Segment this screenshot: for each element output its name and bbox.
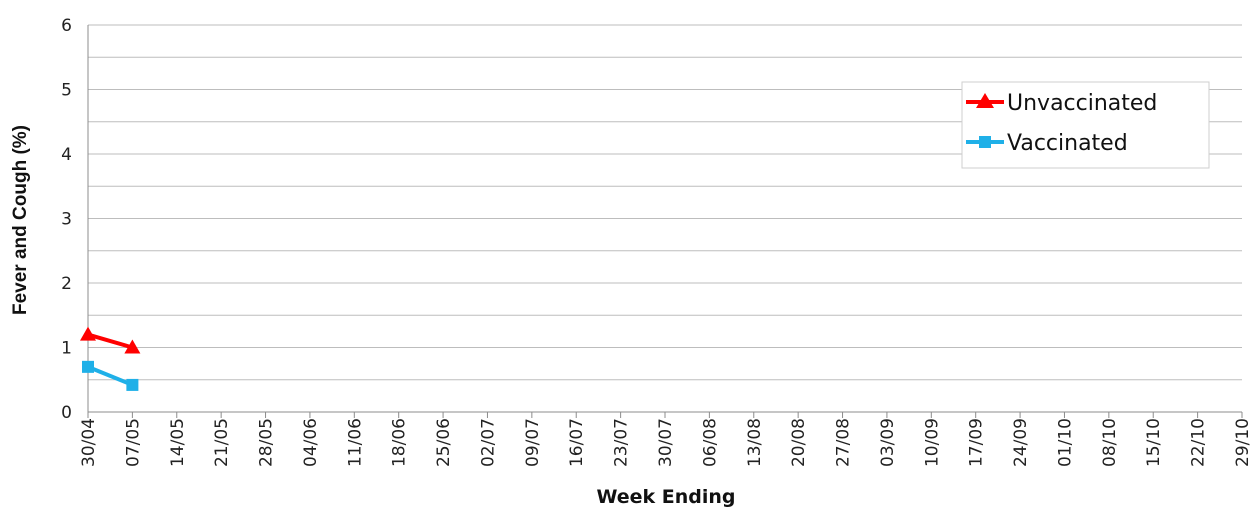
x-tick-label: 14/05 xyxy=(168,418,188,467)
x-tick-label: 25/06 xyxy=(434,418,454,467)
x-tick-label: 30/07 xyxy=(656,418,676,467)
x-tick-label: 10/09 xyxy=(922,418,942,467)
x-tick-label: 18/06 xyxy=(390,418,410,467)
legend: Unvaccinated Vaccinated xyxy=(961,81,1210,169)
series-line-vaccinated xyxy=(87,364,134,387)
x-tick-label: 09/07 xyxy=(523,418,543,467)
x-tick-label: 04/06 xyxy=(301,418,321,467)
y-tick-label: 2 xyxy=(61,274,72,294)
point-unvaccinated xyxy=(124,339,141,354)
x-tick-label: 08/10 xyxy=(1100,418,1120,467)
x-tick-label: 22/10 xyxy=(1189,418,1209,467)
y-tick-label: 5 xyxy=(61,81,72,101)
y-tick-label: 6 xyxy=(61,16,72,36)
x-tick-label: 24/09 xyxy=(1011,418,1031,467)
x-tick-label: 06/08 xyxy=(700,418,720,467)
x-tick-label: 15/10 xyxy=(1144,418,1164,467)
legend-label-unvaccinated: Unvaccinated xyxy=(1007,91,1157,116)
y-tick-label: 0 xyxy=(61,403,72,423)
legend-marker-unvaccinated xyxy=(976,93,994,108)
legend-label-vaccinated: Vaccinated xyxy=(1007,131,1128,156)
series-line-unvaccinated xyxy=(87,332,133,350)
x-tick-label: 02/07 xyxy=(478,418,498,467)
x-tick-label: 16/07 xyxy=(567,418,587,467)
series-group xyxy=(80,326,141,391)
axes xyxy=(87,25,1243,418)
x-tick-label: 13/08 xyxy=(745,418,765,467)
gridlines xyxy=(88,24,1242,381)
y-axis-label: Fever and Cough (%) xyxy=(10,125,31,315)
point-vaccinated xyxy=(126,378,139,391)
x-axis-label: Week Ending xyxy=(596,486,735,508)
x-tick-label: 29/10 xyxy=(1233,418,1250,467)
x-tick-label: 27/08 xyxy=(834,418,854,467)
x-tick-label: 01/10 xyxy=(1055,418,1075,467)
x-tick-label: 30/04 xyxy=(79,418,99,467)
x-tick-label: 23/07 xyxy=(612,418,632,467)
legend-box xyxy=(961,81,1210,169)
x-tick-label: 21/05 xyxy=(212,418,232,467)
y-tick-labels: 0 1 2 3 4 5 6 xyxy=(61,16,72,423)
x-tick-label: 07/05 xyxy=(123,418,143,467)
x-tick-label: 03/09 xyxy=(878,418,898,467)
y-tick-label: 3 xyxy=(61,210,72,230)
y-tick-label: 4 xyxy=(61,145,72,165)
legend-marker-vaccinated xyxy=(979,136,991,148)
x-tick-label: 20/08 xyxy=(789,418,809,467)
x-tick-label: 17/09 xyxy=(967,418,987,467)
x-tick-labels: 30/04 07/05 14/05 21/05 28/05 04/06 11/06 18/06… xyxy=(79,418,1250,467)
x-tick-label: 11/06 xyxy=(345,418,365,467)
x-tick-label: 28/05 xyxy=(257,418,277,467)
point-vaccinated xyxy=(82,360,94,373)
y-tick-label: 1 xyxy=(61,339,72,359)
point-unvaccinated xyxy=(80,326,96,341)
